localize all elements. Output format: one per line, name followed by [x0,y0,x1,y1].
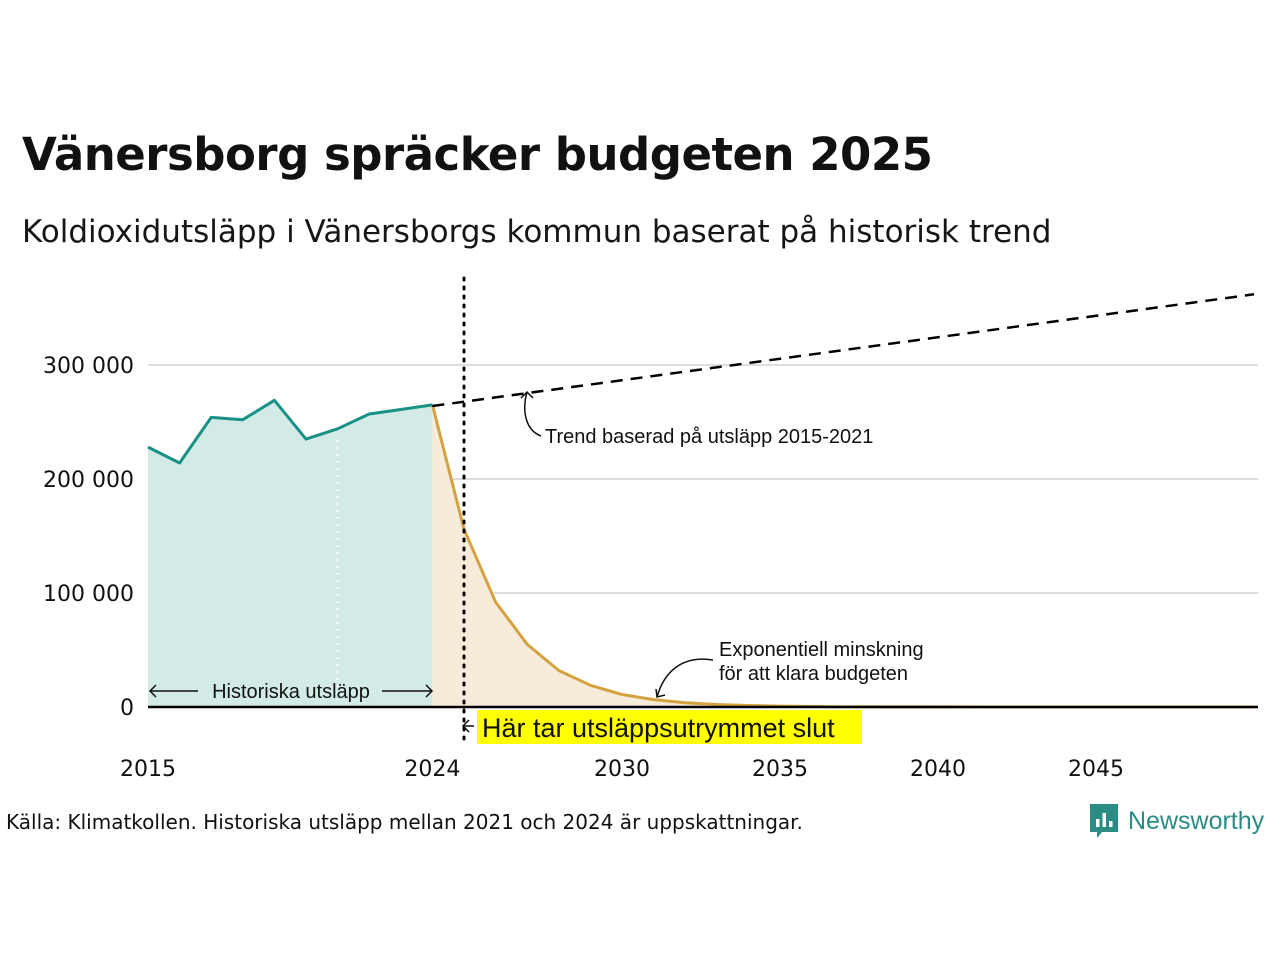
x-tick-label: 2040 [910,757,966,782]
trend-arrow-head [520,390,534,399]
annotation-trend: Trend baserad på utsläpp 2015-2021 [545,426,873,448]
annotation-budget-end: Här tar utsläppsutrymmet slut [482,713,835,743]
decline-arrow-shaft [656,658,714,698]
historic-emissions-line [147,398,433,465]
annotation-decline-line2: för att klara budgeten [719,663,908,685]
axis-ticks: 0 100 000 200 000 300 000 2015 2024 2030 2035 20… [43,354,1124,782]
x-tick-label: 2045 [1068,757,1124,782]
x-tick-label: 2030 [594,757,650,782]
annotation-decline-line1: Exponentiell minskning [719,639,924,661]
x-tick-label: 2015 [120,757,176,782]
trend-arrow-shaft [524,391,542,437]
historic-arrow-left-head [148,684,157,698]
y-tick-label: 300 000 [43,354,134,379]
area-fills [148,400,1254,707]
brand-logo: Newsworthy [1088,802,1264,840]
y-tick-label: 0 [120,696,134,721]
source-note: Källa: Klimatkollen. Historiska utsläpp … [6,810,803,834]
historic-arrow-right-head [425,684,434,698]
x-tick-label: 2024 [404,757,460,782]
budget-area [432,404,1254,707]
annotations: Historiska utsläpp Trend baserad på utsl… [148,390,924,744]
annotation-historic-emissions: Historiska utsläpp [212,681,370,703]
newsworthy-logo-icon [1090,804,1118,838]
historic-area [148,400,433,707]
budget-decline-line [430,404,1254,709]
series-lines [147,276,1258,747]
budget-end-arrow-head [461,719,470,733]
budget-end-highlight [477,710,862,744]
y-tick-label: 200 000 [43,468,134,493]
x-tick-label: 2035 [752,757,808,782]
trend-line [432,293,1255,408]
y-tick-label: 100 000 [43,582,134,607]
brand-name: Newsworthy [1128,806,1265,835]
decline-arrow-head [655,688,666,698]
chart-title: Vänersborg spräcker budgeten 2025 [22,128,933,181]
chart-subtitle: Koldioxidutsläpp i Vänersborgs kommun ba… [22,214,1052,250]
